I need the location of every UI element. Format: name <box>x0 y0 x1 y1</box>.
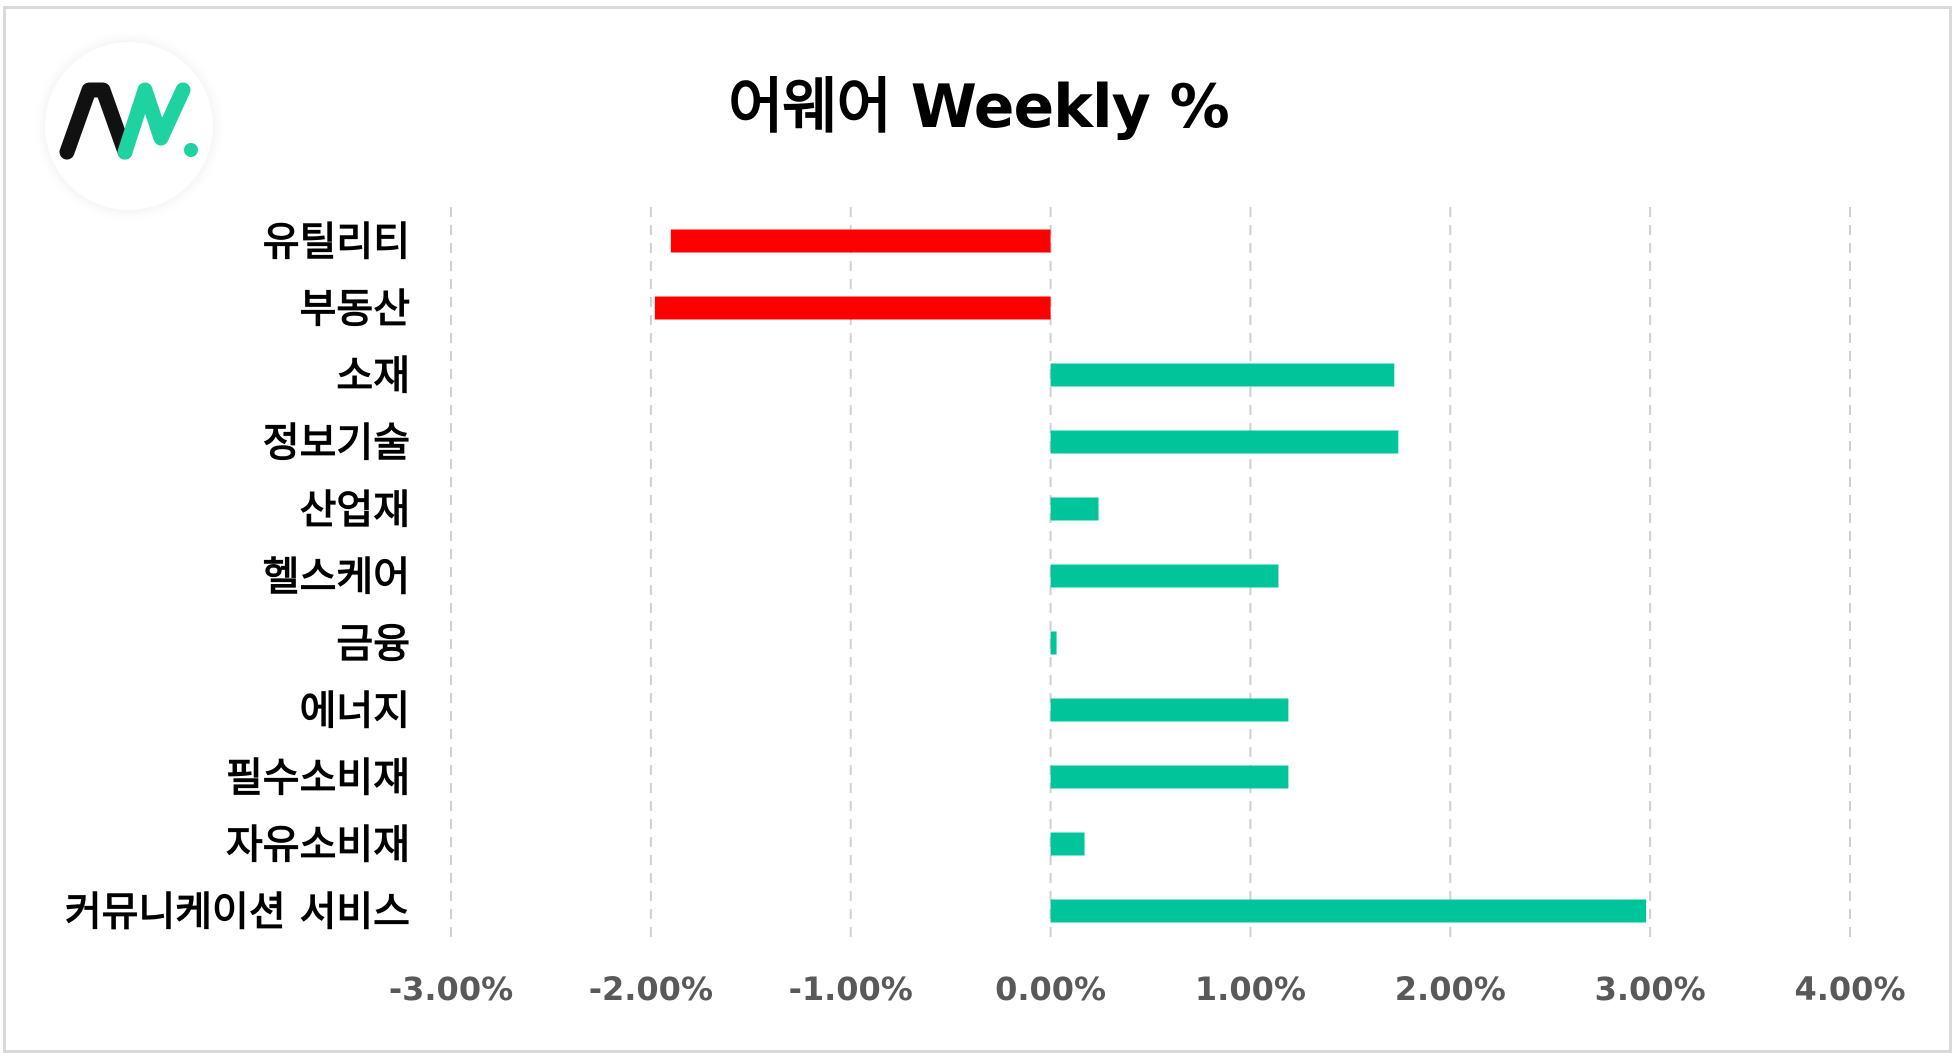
chart-title: 어웨어 Weekly % <box>728 72 1230 142</box>
bar <box>1050 899 1647 923</box>
aw-logo-graphic <box>59 82 198 160</box>
category-label: 자유소비재 <box>226 822 410 868</box>
x-tick-label: 2.00% <box>1395 970 1506 1008</box>
bar <box>1050 564 1279 588</box>
bar <box>1050 698 1289 722</box>
category-label: 커뮤니케이션 서비스 <box>65 889 410 935</box>
bar <box>1050 765 1289 789</box>
category-label: 유틸리티 <box>263 219 410 265</box>
category-label: 헬스케어 <box>263 554 410 600</box>
category-label: 산업재 <box>300 487 410 533</box>
x-tick-labels: -3.00% -2.00% -1.00% 0.00% 1.00% 2.00% 3.00% 4.… <box>389 970 1906 1008</box>
x-tick-label: -3.00% <box>389 970 513 1008</box>
aw-logo-icon <box>45 42 213 210</box>
bar <box>670 229 1051 253</box>
bar <box>1050 430 1399 454</box>
x-tick-label: 0.00% <box>995 970 1106 1008</box>
category-label: 금융 <box>336 621 410 667</box>
x-tick-label: 4.00% <box>1794 970 1905 1008</box>
category-label: 부동산 <box>300 286 411 332</box>
x-tick-label: -1.00% <box>789 970 913 1008</box>
category-label: 필수소비재 <box>226 755 410 801</box>
category-label: 에너지 <box>300 688 410 734</box>
category-label: 정보기술 <box>263 420 410 466</box>
x-tick-label: 1.00% <box>1195 970 1306 1008</box>
bar <box>1050 497 1099 521</box>
chart-frame <box>3 6 1952 1053</box>
bar <box>1050 832 1085 856</box>
category-label: 소재 <box>336 353 410 399</box>
category-labels: 유틸리티부동산소재정보기술산업재헬스케어금융에너지필수소비재자유소비재커뮤니케이… <box>65 219 410 935</box>
bar <box>654 296 1051 320</box>
bar <box>1050 363 1395 387</box>
x-tick-label: -2.00% <box>589 970 713 1008</box>
bar <box>1050 631 1057 655</box>
x-tick-label: 3.00% <box>1595 970 1706 1008</box>
bars <box>654 229 1647 923</box>
